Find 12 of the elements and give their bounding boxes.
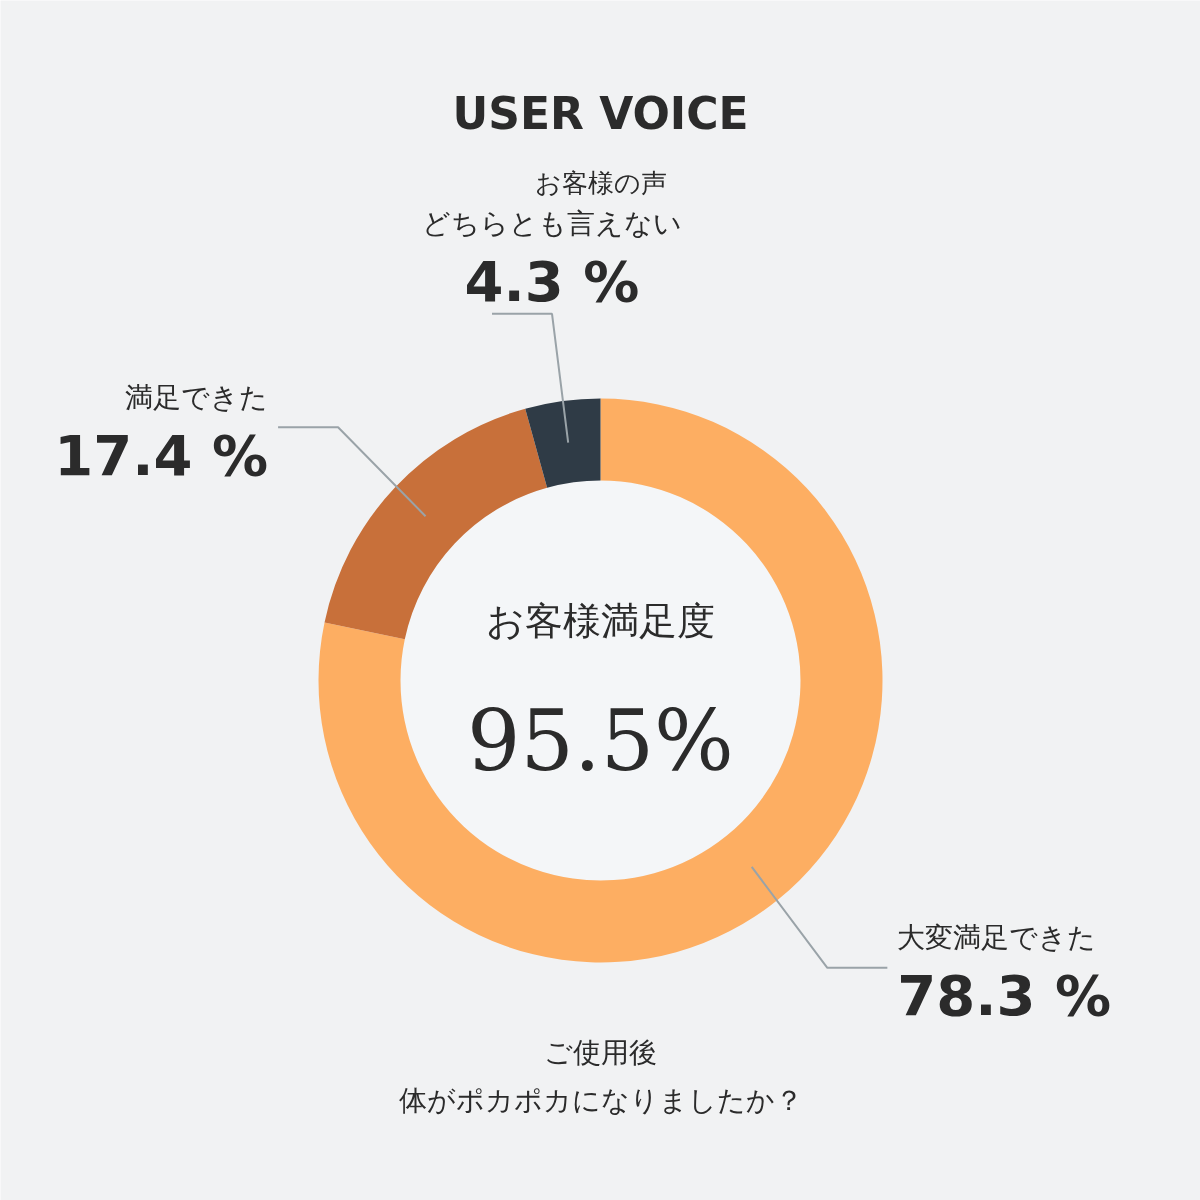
data-label: 4.3 % xyxy=(464,249,640,315)
text: 95.5% xyxy=(467,691,734,790)
slice-label: 大変満足できた xyxy=(897,921,1097,955)
text: 体がポカポカになりましたか？ xyxy=(398,1084,803,1117)
data-label: 17.4 % xyxy=(54,422,269,488)
chart-subtitle: お客様の声 xyxy=(534,167,667,198)
slice-label: 満足できた xyxy=(125,380,269,414)
text: お客様満足度 xyxy=(486,598,715,643)
chart-title: USER VOICE xyxy=(452,88,749,139)
slice-label: どちらとも言えない xyxy=(422,207,683,241)
data-label: 78.3 % xyxy=(897,963,1112,1029)
text: ご使用後 xyxy=(544,1036,657,1069)
